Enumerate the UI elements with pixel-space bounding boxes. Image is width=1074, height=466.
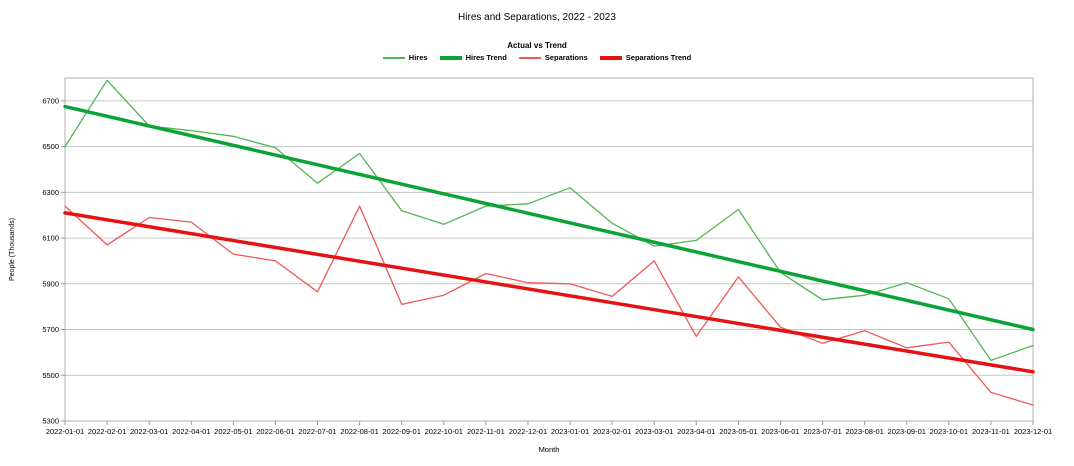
series-line-separations: [64, 205, 1034, 406]
legend-line-swatch: [518, 57, 541, 59]
x-tick-label: 2022-10-01: [425, 427, 463, 436]
x-tick-label: 2023-09-01: [888, 427, 926, 436]
x-tick-label: 2023-02-01: [593, 427, 631, 436]
x-tick-label: 2022-08-01: [340, 427, 378, 436]
x-tick-label: 2022-06-01: [256, 427, 294, 436]
x-tick-label: 2022-12-01: [509, 427, 547, 436]
legend-label: Separations: [544, 53, 588, 62]
x-tick-label: 2022-07-01: [298, 427, 336, 436]
y-tick-label: 5700: [42, 325, 59, 334]
y-tick-label: 5300: [42, 417, 59, 426]
x-tick-label: 2022-11-01: [467, 427, 505, 436]
series-line-separations-trend: [63, 211, 1035, 374]
plot-border: [64, 77, 1034, 422]
series-line-hires: [64, 79, 1034, 362]
x-tick-label: 2023-12-01: [1014, 427, 1052, 436]
x-tick-label: 2022-02-01: [88, 427, 126, 436]
y-tick-label: 5500: [42, 371, 59, 380]
y-tick-label: 6100: [42, 234, 59, 243]
y-tick-label: 6700: [42, 96, 59, 105]
y-axis-tick-labels: 5300 5500 5700 5900 6100 6300 6500 6700: [42, 96, 65, 426]
y-tick-label: 6500: [42, 142, 59, 151]
series-line-hires-trend: [63, 104, 1035, 332]
legend-line-swatch: [382, 57, 405, 59]
x-tick-label: 2023-01-01: [551, 427, 589, 436]
x-tick-label: 2023-03-01: [635, 427, 673, 436]
legend: Hires Hires Trend Separations Separations T…: [0, 54, 1074, 62]
x-tick-label: 2022-04-01: [172, 427, 210, 436]
x-tick-label: 2023-05-01: [719, 427, 757, 436]
x-tick-label: 2023-04-01: [677, 427, 715, 436]
x-axis-tick-labels: 2022-01-01 2022-02-01 2022-03-01 2022-04-01…: [46, 421, 1052, 436]
legend-line-swatch: [439, 55, 462, 60]
x-tick-label: 2022-09-01: [383, 427, 421, 436]
x-tick-label: 2022-03-01: [130, 427, 168, 436]
y-tick-label: 5900: [42, 279, 59, 288]
legend-item-hires[interactable]: Hires: [382, 53, 428, 62]
x-tick-label: 2023-11-01: [972, 427, 1010, 436]
legend-label: Hires Trend: [465, 53, 507, 62]
legend-item-separations[interactable]: Separations: [518, 53, 588, 62]
legend-label: Hires: [408, 53, 428, 62]
y-tick-label: 6300: [42, 188, 59, 197]
legend-line-swatch: [599, 55, 622, 60]
x-tick-label: 2023-08-01: [845, 427, 883, 436]
x-tick-label: 2022-05-01: [214, 427, 252, 436]
y-gridlines: [65, 100, 1033, 422]
legend-label: Separations Trend: [625, 53, 692, 62]
chart-subtitle: Actual vs Trend: [507, 41, 567, 50]
x-tick-label: 2023-10-01: [930, 427, 968, 436]
x-tick-label: 2023-07-01: [803, 427, 841, 436]
legend-item-hires-trend[interactable]: Hires Trend: [439, 53, 507, 62]
x-axis-title: Month: [539, 445, 560, 454]
x-tick-label: 2022-01-01: [46, 427, 84, 436]
chart-title: Hires and Separations, 2022 - 2023: [458, 12, 616, 23]
legend-item-separations-trend[interactable]: Separations Trend: [599, 53, 692, 62]
y-axis-title: People (Thousands): [9, 218, 16, 281]
x-tick-label: 2023-06-01: [761, 427, 799, 436]
